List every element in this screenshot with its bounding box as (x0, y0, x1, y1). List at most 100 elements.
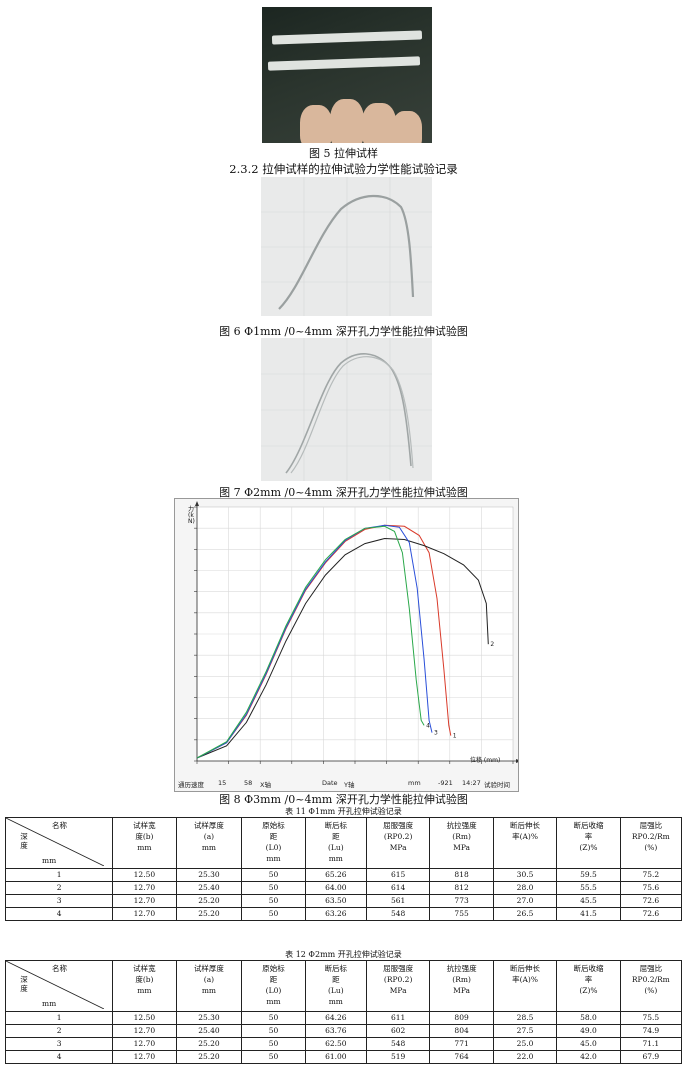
table-header-cell: 屈服强度 (RP0.2) MPa (365, 817, 431, 869)
table-cell: 611 (365, 1011, 431, 1025)
table-header-cell: 断后标距 (Lu) mm (304, 960, 367, 1012)
diagonal-line (6, 818, 104, 866)
table12: 名称 深度 mm 试样宽 度(b) mm 试样厚度 (a) mm 原始标距 (L0) mm 断后标距 (L… (4, 960, 683, 1064)
table11-caption: 表 11 Φ1mm 开孔拉伸试验记录 (285, 807, 402, 816)
table-header-cell: 屈强比 RP0.2/Rm (%) (619, 817, 683, 869)
fig7-chart (261, 338, 432, 481)
table-row: 2 12.70 25.40 50 63.76 602 804 27.5 49.0 74.9 (4, 1024, 683, 1038)
y-axis-label: 力 (kN) (188, 506, 195, 525)
table-cell: 50 (241, 881, 306, 895)
table-cell: 45.0 (556, 1037, 621, 1051)
table-header-cell: 断后收缩率 (Z)% (556, 960, 621, 1012)
table-cell: 602 (365, 1024, 431, 1038)
table-cell: 63.50 (304, 894, 367, 908)
table-cell: 64.00 (304, 881, 367, 895)
series-label-3: 3 (434, 730, 438, 737)
table-cell: 50 (241, 1050, 306, 1064)
header-line: 断后标 (324, 964, 348, 973)
table-cell: 12.70 (112, 894, 177, 908)
status-unit: mm (408, 779, 421, 787)
header-line: (Z)% (579, 843, 598, 852)
header-line: 屈服强度 (383, 821, 414, 830)
table-cell: 75.6 (619, 881, 683, 895)
header-line: mm (137, 843, 152, 852)
header-line: 度(b) (135, 832, 154, 841)
table-row: 1 12.50 25.30 50 65.26 615 818 30.5 59.5 75.2 (4, 868, 683, 882)
table-cell: 55.5 (556, 881, 621, 895)
table-row: 1 12.50 25.30 50 64.26 611 809 28.5 58.0 75.5 (4, 1011, 683, 1025)
header-line: (RP0.2) (383, 975, 413, 984)
series-label-1: 1 (453, 733, 457, 740)
fig8-caption: 图 8 Φ3mm /0~4mm 深开孔力学性能拉伸试验图 (219, 793, 468, 806)
header-line: RP0.2/Rm (631, 975, 670, 984)
header-line: MPa (389, 986, 407, 995)
corner-unit: mm (42, 856, 57, 865)
table-cell: 12.50 (112, 868, 177, 882)
table-cell: 12.50 (112, 1011, 177, 1025)
hand-shape (392, 111, 422, 143)
table-cell: 59.5 (556, 868, 621, 882)
table-cell: 755 (429, 907, 494, 921)
status-value: -921 (438, 779, 453, 787)
header-line: (L0) (265, 843, 282, 852)
table-cell: 25.40 (175, 881, 243, 895)
table-cell: 12.70 (112, 1037, 177, 1051)
table-header-cell: 断后伸长 率(A)% (492, 960, 558, 1012)
table-cell: 50 (241, 1011, 306, 1025)
header-line: 率 (584, 832, 593, 841)
corner-name: 名称 (52, 821, 67, 830)
table-cell: 30.5 (492, 868, 558, 882)
header-line: 试样宽 (133, 821, 156, 830)
table-row: 2 12.70 25.40 50 64.00 614 812 28.0 55.5 75.6 (4, 881, 683, 895)
table-cell: 22.0 (492, 1050, 558, 1064)
table-header-cell: 试样厚度 (a) mm (175, 817, 243, 869)
header-line: 率 (584, 975, 593, 984)
table-cell: 25.20 (175, 907, 243, 921)
header-line: 距 (332, 832, 340, 841)
header-line: (RP0.2) (383, 832, 413, 841)
table-cell: 28.0 (492, 881, 558, 895)
table-cell: 45.5 (556, 894, 621, 908)
header-line: mm (266, 854, 281, 863)
table12-caption: 表 12 Φ2mm 开孔拉伸试验记录 (285, 950, 402, 959)
table-cell: 614 (365, 881, 431, 895)
header-line: 距 (269, 975, 278, 984)
section-heading: 2.3.2 拉伸试样的拉伸试验力学性能试验记录 (229, 162, 458, 176)
fig6-chart (261, 177, 432, 316)
header-line: MPa (453, 843, 471, 852)
header-line: 试样厚度 (193, 821, 224, 830)
header-line: 原始标 (262, 964, 285, 973)
specimen-strip (271, 30, 423, 45)
fig6-curve (261, 177, 432, 316)
header-line: (a) (203, 975, 215, 984)
table-corner-cell: 名称 深度 mm (4, 960, 114, 1012)
fig8-plot: 1 2 34 (194, 501, 521, 764)
table-cell: 61.00 (304, 1050, 367, 1064)
series-label-2: 2 (490, 641, 494, 648)
specimen-strip (267, 56, 421, 71)
y-axis-arrow (195, 501, 199, 506)
header-line: 率(A)% (512, 832, 538, 841)
table-row: 4 12.70 25.20 50 63.26 548 755 26.5 41.5 72.6 (4, 907, 683, 921)
header-line: 原始标 (262, 821, 285, 830)
series-label-4: 4 (426, 722, 430, 729)
table-cell: 2 (4, 881, 114, 895)
hand-shape (362, 103, 396, 143)
header-line: mm (201, 986, 217, 995)
table-cell: 58.0 (556, 1011, 621, 1025)
header-line: 断后收缩 (573, 821, 604, 830)
status-speed-value: 15 (218, 779, 227, 787)
table-row: 3 12.70 25.20 50 63.50 561 773 27.0 45.5 72.6 (4, 894, 683, 908)
table-cell: 4 (4, 1050, 114, 1064)
table-cell: 4 (4, 907, 114, 921)
header-line: 距 (269, 832, 278, 841)
table-cell: 548 (365, 1037, 431, 1051)
header-line: 试样厚度 (193, 964, 224, 973)
header-line: (Lu) (327, 986, 344, 995)
table-cell: 12.70 (112, 1050, 177, 1064)
header-line: 断后标 (324, 821, 348, 830)
table-cell: 818 (429, 868, 494, 882)
header-line: (a) (203, 832, 215, 841)
table-cell: 25.20 (175, 894, 243, 908)
header-line: 屈强比 (639, 821, 663, 830)
